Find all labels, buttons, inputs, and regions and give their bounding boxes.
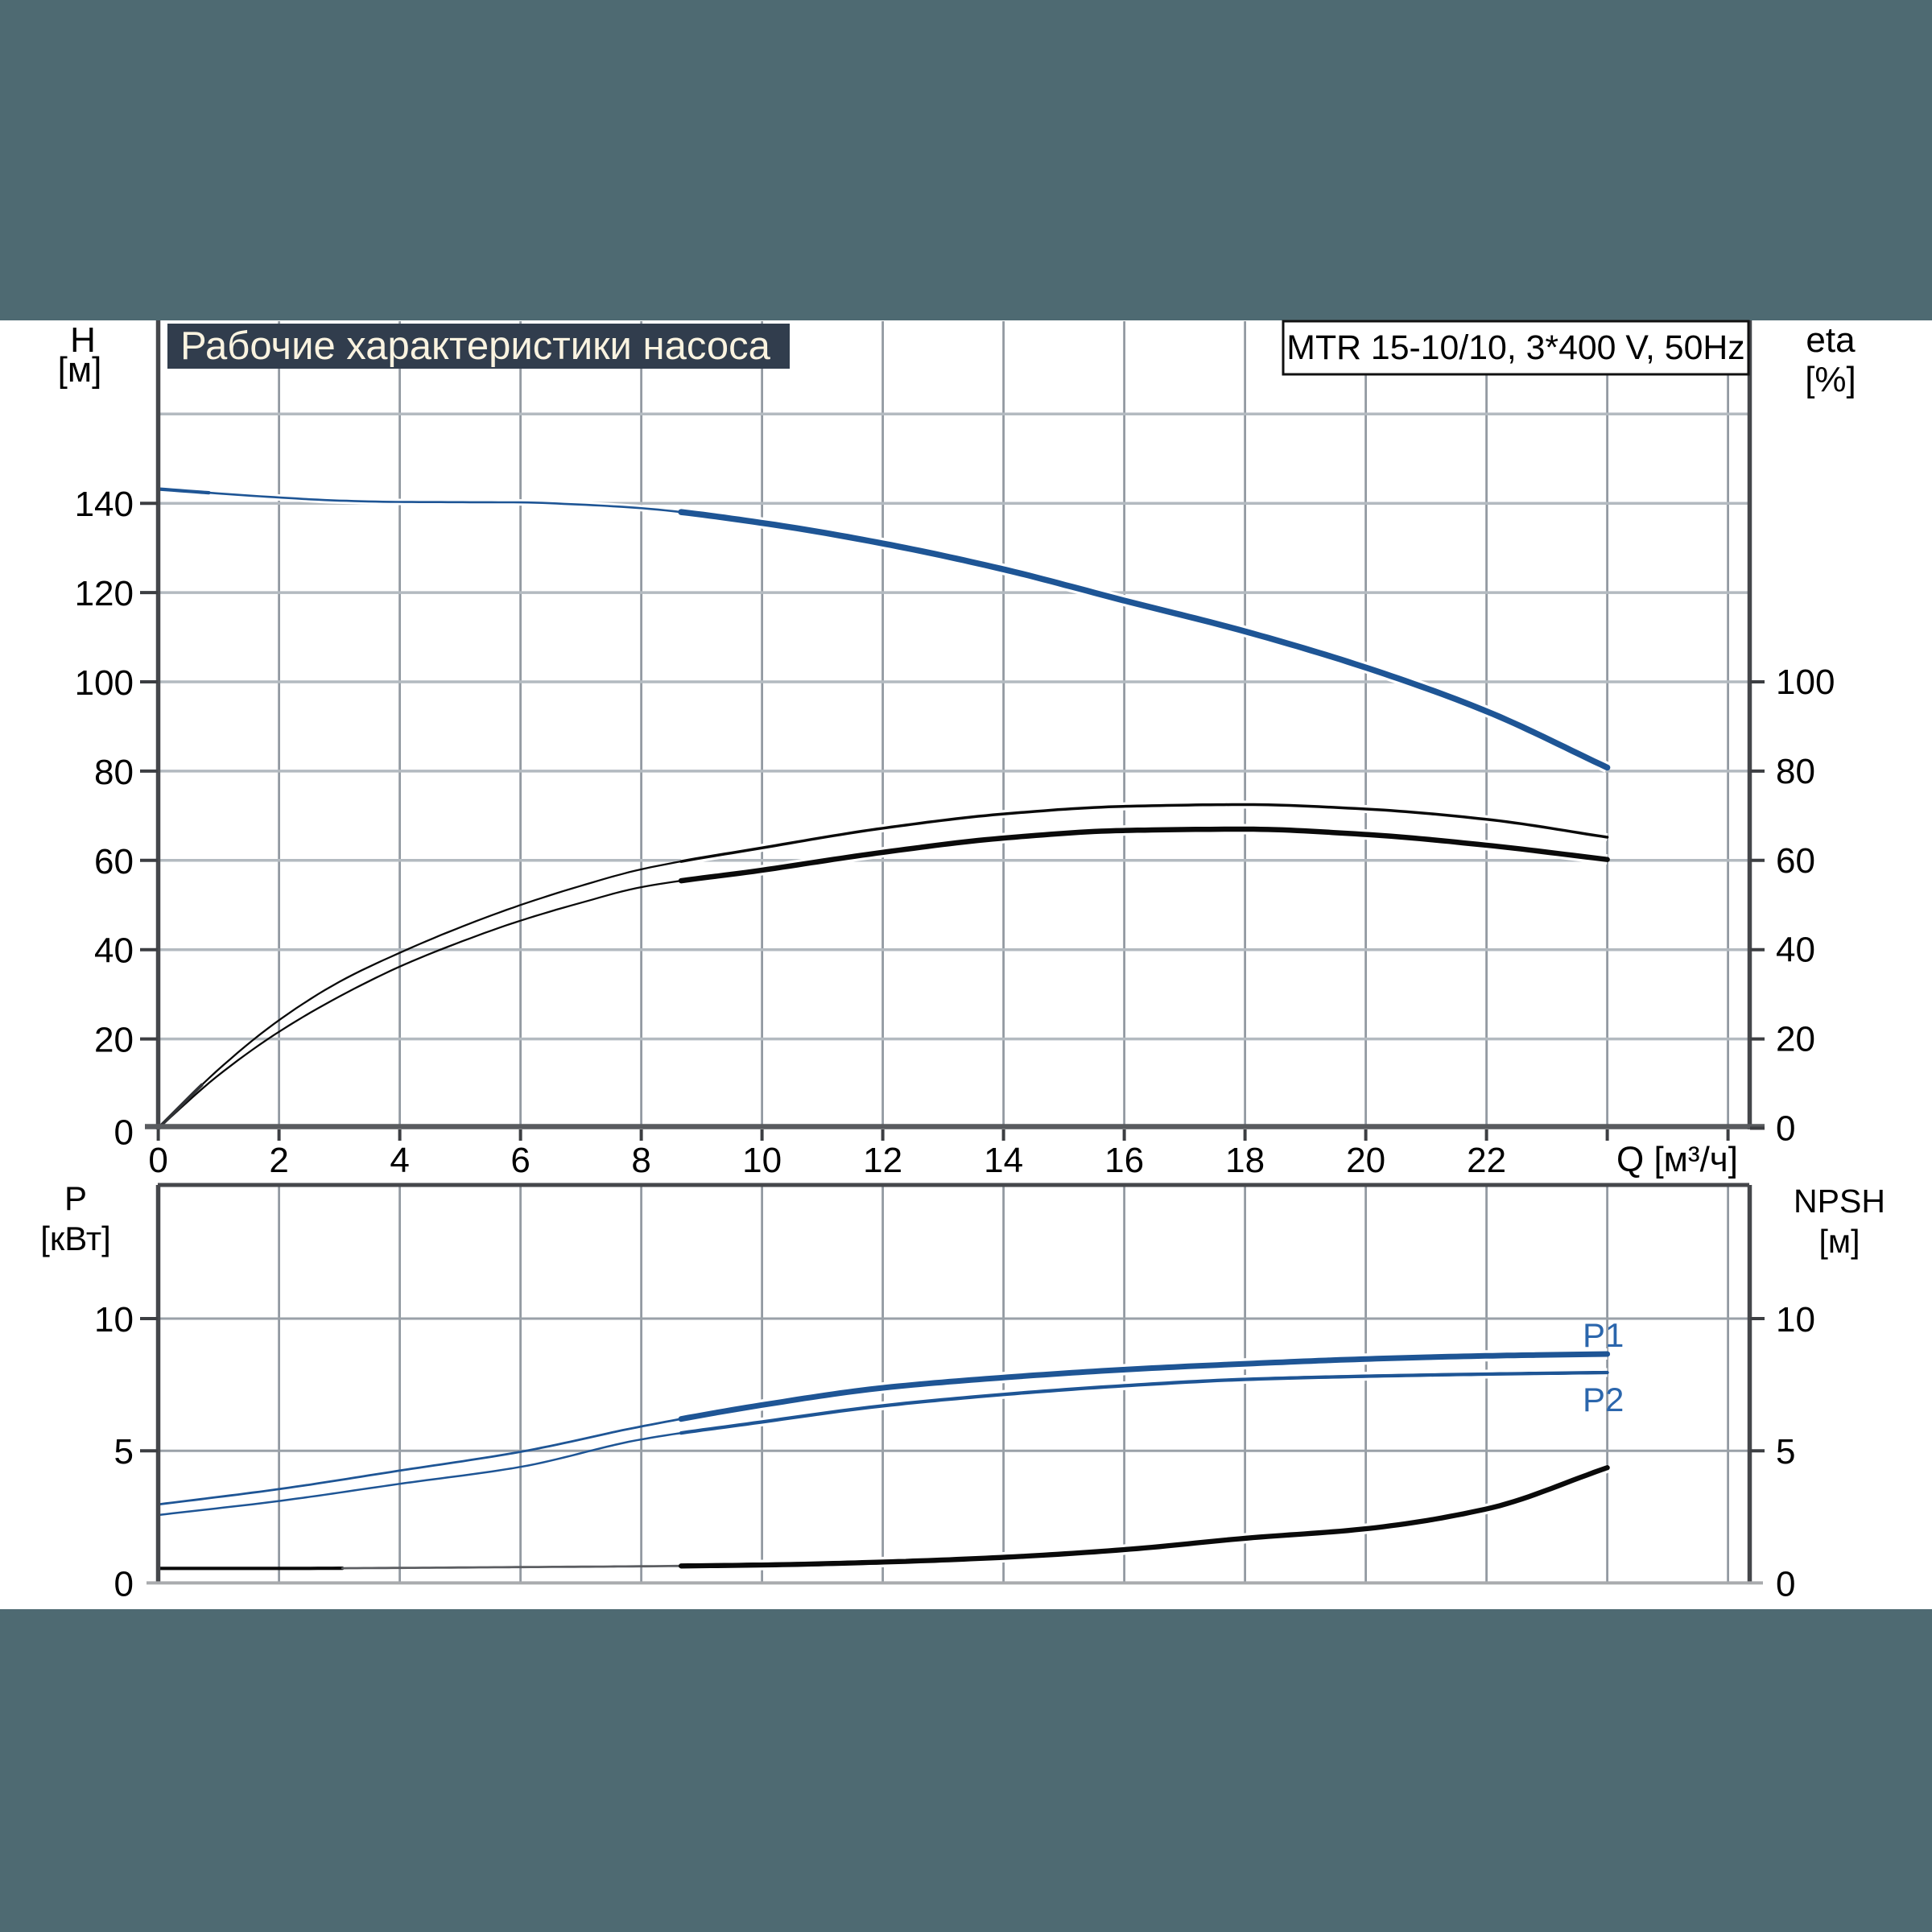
svg-text:0: 0 <box>114 1564 134 1604</box>
svg-text:P: P <box>64 1179 87 1217</box>
svg-text:100: 100 <box>75 663 134 703</box>
svg-text:P2: P2 <box>1583 1381 1624 1418</box>
svg-text:120: 120 <box>75 574 134 613</box>
svg-text:60: 60 <box>1776 841 1815 881</box>
svg-text:40: 40 <box>1776 931 1815 970</box>
svg-text:0: 0 <box>1776 1564 1795 1604</box>
svg-text:5: 5 <box>114 1432 134 1472</box>
svg-text:4: 4 <box>390 1141 409 1180</box>
svg-text:14: 14 <box>984 1141 1023 1180</box>
svg-text:[м]: [м] <box>58 350 102 390</box>
svg-text:Рабочие характеристики насоса: Рабочие характеристики насоса <box>180 324 771 368</box>
svg-text:16: 16 <box>1104 1141 1144 1180</box>
svg-text:80: 80 <box>94 753 134 792</box>
svg-text:20: 20 <box>94 1021 134 1060</box>
svg-text:12: 12 <box>863 1141 902 1180</box>
svg-text:18: 18 <box>1225 1141 1265 1180</box>
svg-text:140: 140 <box>75 485 134 524</box>
svg-text:5: 5 <box>1776 1432 1795 1472</box>
svg-text:20: 20 <box>1346 1141 1385 1180</box>
svg-text:2: 2 <box>269 1141 288 1180</box>
svg-text:0: 0 <box>148 1141 167 1180</box>
svg-text:H: H <box>70 320 96 360</box>
svg-text:80: 80 <box>1776 752 1815 791</box>
svg-text:eta: eta <box>1806 320 1856 360</box>
svg-text:60: 60 <box>94 842 134 881</box>
svg-text:[%]: [%] <box>1805 360 1856 399</box>
svg-text:10: 10 <box>94 1300 134 1340</box>
svg-text:MTR 15-10/10, 3*400 V, 50Hz: MTR 15-10/10, 3*400 V, 50Hz <box>1286 328 1744 367</box>
svg-text:0: 0 <box>1776 1109 1795 1149</box>
svg-text:100: 100 <box>1776 663 1835 702</box>
svg-text:NPSH: NPSH <box>1794 1183 1885 1220</box>
svg-text:[м]: [м] <box>1819 1223 1860 1260</box>
svg-text:[кВт]: [кВт] <box>40 1220 111 1257</box>
svg-text:0: 0 <box>114 1113 134 1153</box>
svg-text:Q [м³/ч]: Q [м³/ч] <box>1616 1140 1738 1179</box>
svg-text:P1: P1 <box>1583 1316 1624 1354</box>
svg-text:22: 22 <box>1467 1141 1506 1180</box>
svg-text:10: 10 <box>742 1141 782 1180</box>
svg-text:8: 8 <box>631 1141 650 1180</box>
svg-text:40: 40 <box>94 931 134 971</box>
svg-text:10: 10 <box>1776 1300 1815 1340</box>
svg-text:6: 6 <box>510 1141 530 1180</box>
svg-text:20: 20 <box>1776 1020 1815 1059</box>
